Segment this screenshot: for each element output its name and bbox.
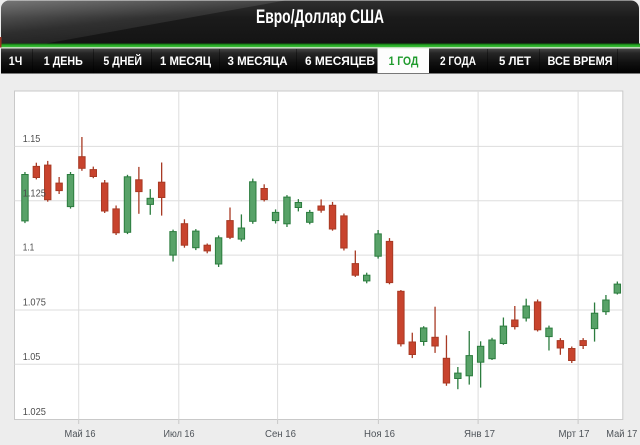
svg-text:1.15: 1.15 <box>23 134 41 145</box>
svg-text:1.075: 1.075 <box>23 298 46 309</box>
svg-text:1Ч: 1Ч <box>9 56 23 68</box>
svg-text:1.025: 1.025 <box>23 407 46 418</box>
svg-text:Сен 16: Сен 16 <box>265 429 297 440</box>
svg-text:Июл 16: Июл 16 <box>164 429 196 440</box>
svg-text:Мрт 17: Мрт 17 <box>559 429 590 440</box>
svg-text:1.1: 1.1 <box>23 243 35 254</box>
svg-text:1 ГОД: 1 ГОД <box>389 56 419 68</box>
svg-text:Янв 17: Янв 17 <box>464 429 495 440</box>
svg-text:5 ЛЕТ: 5 ЛЕТ <box>499 56 531 68</box>
svg-text:1 МЕСЯЦ: 1 МЕСЯЦ <box>160 56 212 68</box>
svg-text:2 ГОДА: 2 ГОДА <box>440 56 476 68</box>
svg-text:ВСЕ ВРЕМЯ: ВСЕ ВРЕМЯ <box>548 56 613 68</box>
svg-text:1.125: 1.125 <box>23 188 46 199</box>
svg-text:5 ДНЕЙ: 5 ДНЕЙ <box>103 55 142 68</box>
svg-text:Евро/Доллар США: Евро/Доллар США <box>256 7 384 28</box>
svg-text:6 МЕСЯЦЕВ: 6 МЕСЯЦЕВ <box>305 56 375 68</box>
svg-text:Май 17: Май 17 <box>606 429 637 440</box>
svg-text:3 МЕСЯЦА: 3 МЕСЯЦА <box>228 56 288 68</box>
svg-text:Ноя 16: Ноя 16 <box>364 429 396 440</box>
svg-text:Май 16: Май 16 <box>65 429 97 440</box>
svg-text:1 ДЕНЬ: 1 ДЕНЬ <box>44 56 83 68</box>
svg-text:1.05: 1.05 <box>23 352 41 363</box>
